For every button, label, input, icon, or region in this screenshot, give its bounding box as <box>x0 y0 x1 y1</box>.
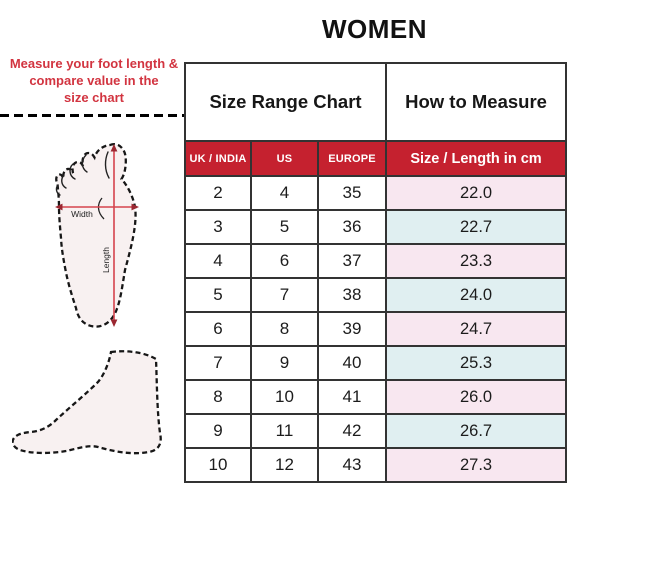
cell-europe: 40 <box>316 345 388 381</box>
column-header-europe: EUROPE <box>316 140 388 177</box>
toe3-separator <box>69 163 76 180</box>
cell-size-length-cm: 27.3 <box>385 447 568 483</box>
instruction-line-2: compare value in the <box>29 73 159 89</box>
cell-europe: 42 <box>316 413 388 449</box>
instruction-line-3: size chart <box>64 90 124 106</box>
column-header-us: US <box>250 140 319 177</box>
cell-europe: 37 <box>316 243 388 279</box>
section-header-size-range: Size Range Chart <box>183 62 388 142</box>
cell-size-length-cm: 26.7 <box>385 413 568 449</box>
side-foot-outline <box>12 350 162 455</box>
section-header-row: Size Range Chart How to Measure <box>183 62 568 142</box>
cell-size-length-cm: 22.7 <box>385 209 568 245</box>
cell-europe: 36 <box>316 209 388 245</box>
cell-uk-india: 9 <box>184 413 252 449</box>
cell-us: 12 <box>250 447 319 483</box>
cell-uk-india: 3 <box>184 209 252 245</box>
table-row: 7 9 40 25.3 <box>184 345 568 381</box>
cell-size-length-cm: 25.3 <box>385 345 568 381</box>
cell-size-length-cm: 23.3 <box>385 243 568 279</box>
cell-europe: 35 <box>316 175 388 211</box>
big-toe-separator <box>104 151 110 179</box>
table-row: 3 5 36 22.7 <box>184 209 568 245</box>
table-row: 4 6 37 23.3 <box>184 243 568 279</box>
footprint-outline <box>55 143 137 328</box>
cell-us: 10 <box>250 379 319 415</box>
pinky-separator <box>55 184 61 196</box>
dashed-separator-line <box>0 114 187 117</box>
size-table-body: 2 4 35 22.0 3 5 36 22.7 4 6 37 23.3 5 7 … <box>184 175 568 483</box>
width-arrowhead-right <box>131 203 139 211</box>
table-row: 5 7 38 24.0 <box>184 277 568 313</box>
length-label: Length <box>101 247 111 273</box>
table-row: 2 4 35 22.0 <box>184 175 568 211</box>
toe4-separator <box>61 174 67 189</box>
side-foot-illustration <box>12 350 162 455</box>
cell-uk-india: 2 <box>184 175 252 211</box>
cell-uk-india: 10 <box>184 447 252 483</box>
column-header-size-length-cm: Size / Length in cm <box>385 140 568 177</box>
column-header-row: UK / INDIA US EUROPE Size / Length in cm <box>184 140 568 177</box>
cell-europe: 43 <box>316 447 388 483</box>
cell-uk-india: 6 <box>184 311 252 347</box>
cell-europe: 38 <box>316 277 388 313</box>
measure-instruction: Measure your foot length & compare value… <box>0 55 188 106</box>
table-row: 9 11 42 26.7 <box>184 413 568 449</box>
cell-europe: 41 <box>316 379 388 415</box>
cell-size-length-cm: 26.0 <box>385 379 568 415</box>
length-arrowhead-bottom <box>110 319 118 327</box>
cell-uk-india: 5 <box>184 277 252 313</box>
table-row: 6 8 39 24.7 <box>184 311 568 347</box>
cell-uk-india: 8 <box>184 379 252 415</box>
cell-us: 6 <box>250 243 319 279</box>
footprint-diagram: Length Width <box>55 143 139 328</box>
cell-uk-india: 7 <box>184 345 252 381</box>
cell-europe: 39 <box>316 311 388 347</box>
page-title: WOMEN <box>321 14 428 44</box>
width-arrowhead-left <box>55 203 63 211</box>
cell-us: 9 <box>250 345 319 381</box>
width-label: Width <box>71 209 93 219</box>
ball-crease-line <box>97 197 105 220</box>
cell-uk-india: 4 <box>184 243 252 279</box>
section-header-how-to-measure: How to Measure <box>385 62 568 142</box>
column-header-uk-india: UK / INDIA <box>184 140 252 177</box>
cell-us: 8 <box>250 311 319 347</box>
table-row: 8 10 41 26.0 <box>184 379 568 415</box>
cell-us: 11 <box>250 413 319 449</box>
size-table: Size Range Chart How to Measure UK / IND… <box>183 62 568 483</box>
cell-size-length-cm: 22.0 <box>385 175 568 211</box>
cell-size-length-cm: 24.7 <box>385 311 568 347</box>
instruction-line-1: Measure your foot length & <box>9 56 179 71</box>
length-arrowhead-top <box>110 144 118 152</box>
toe2-separator <box>81 154 88 173</box>
cell-us: 5 <box>250 209 319 245</box>
table-row: 10 12 43 27.3 <box>184 447 568 483</box>
cell-us: 7 <box>250 277 319 313</box>
cell-us: 4 <box>250 175 319 211</box>
cell-size-length-cm: 24.0 <box>385 277 568 313</box>
